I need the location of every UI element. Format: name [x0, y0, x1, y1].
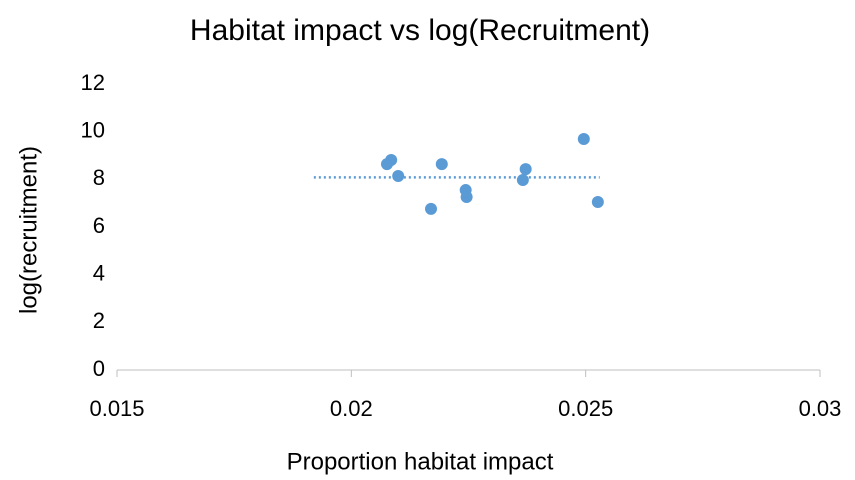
point — [516, 174, 529, 187]
point — [591, 195, 604, 208]
y-axis-label: log(recruitment) — [15, 146, 42, 314]
y-tick-label: 2 — [93, 308, 105, 333]
x-tick-label: 0.025 — [558, 396, 613, 421]
x-tick-label: 0.015 — [89, 396, 144, 421]
point — [392, 169, 405, 182]
y-tick-label: 4 — [93, 260, 105, 285]
point — [519, 163, 532, 176]
y-tick-label: 0 — [93, 356, 105, 381]
y-tick-label: 8 — [93, 165, 105, 190]
x-axis-label: Proportion habitat impact — [287, 448, 554, 475]
point — [460, 190, 473, 203]
chart-title: Habitat impact vs log(Recruitment) — [190, 14, 650, 47]
y-tick-label: 12 — [81, 70, 105, 95]
y-tick-label: 6 — [93, 213, 105, 238]
point — [425, 202, 438, 215]
point — [435, 158, 448, 171]
x-tick-label: 0.03 — [799, 396, 842, 421]
x-tick-label: 0.02 — [330, 396, 373, 421]
point — [577, 133, 590, 146]
y-tick-label: 10 — [81, 117, 105, 142]
point — [385, 154, 398, 167]
